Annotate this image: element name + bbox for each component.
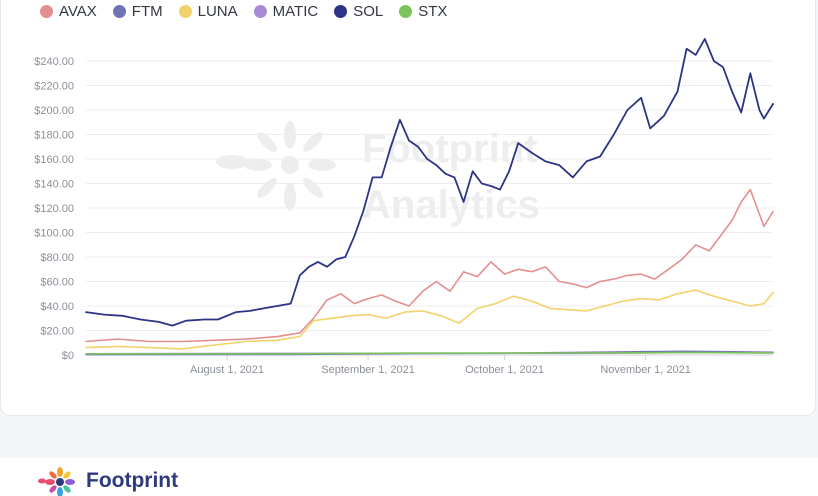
y-tick-label: $220.00 bbox=[34, 81, 74, 93]
legend-label-stx: STX bbox=[418, 2, 448, 20]
y-tick-label: $180.00 bbox=[34, 130, 74, 142]
series-line-luna[interactable] bbox=[85, 289, 774, 350]
legend-item-avax[interactable]: AVAX bbox=[40, 3, 97, 20]
y-tick-label: $100.00 bbox=[34, 228, 74, 240]
legend-label-sol: SOL bbox=[353, 2, 384, 20]
footprint-logo-icon bbox=[38, 467, 75, 496]
price-line-chart: Footprint Analytics $0 $20.00 $40.00 $60.00… bbox=[34, 38, 774, 376]
y-tick-label: $20.00 bbox=[40, 326, 74, 338]
legend-item-matic[interactable]: MATIC bbox=[253, 2, 319, 20]
y-tick-label: $60.00 bbox=[40, 277, 74, 289]
legend-item-luna[interactable]: LUNA bbox=[178, 2, 238, 20]
legend-dot-sol bbox=[334, 4, 348, 18]
legend-label-matic: MATIC bbox=[272, 2, 319, 20]
legend-item-sol[interactable]: SOL bbox=[334, 3, 383, 20]
x-tick-label: September 1, 2021 bbox=[321, 364, 415, 376]
y-tick-label: $0 bbox=[62, 350, 74, 362]
y-tick-label: $160.00 bbox=[34, 154, 74, 166]
watermark-line2: Analytics bbox=[362, 183, 540, 227]
legend-label-luna: LUNA bbox=[197, 2, 238, 20]
footer-brand-text: Footprint bbox=[86, 469, 179, 492]
series-line-avax[interactable] bbox=[85, 188, 774, 343]
x-tick-label: November 1, 2021 bbox=[600, 364, 691, 376]
legend-item-stx[interactable]: STX bbox=[399, 3, 447, 20]
series-line-sol[interactable] bbox=[85, 38, 774, 327]
legend-dot-stx bbox=[399, 4, 413, 18]
series-line-stx[interactable] bbox=[85, 351, 774, 355]
y-tick-label: $200.00 bbox=[34, 105, 74, 117]
legend-dot-ftm bbox=[112, 4, 126, 18]
legend-item-ftm[interactable]: FTM bbox=[112, 2, 163, 20]
legend-dot-avax bbox=[40, 4, 53, 18]
chart-legend: AVAX FTM LUNA MATIC SOL STX bbox=[40, 1, 447, 21]
y-tick-label: $120.00 bbox=[34, 203, 74, 215]
watermark: Footprint Analytics bbox=[216, 121, 540, 227]
x-tick-label: August 1, 2021 bbox=[190, 364, 264, 376]
y-tick-label: $140.00 bbox=[34, 179, 74, 191]
y-tick-label: $40.00 bbox=[40, 301, 74, 313]
y-tick-label: $80.00 bbox=[40, 252, 74, 264]
x-tick-label: October 1, 2021 bbox=[465, 364, 544, 376]
y-tick-label: $240.00 bbox=[34, 56, 74, 68]
legend-label-avax: AVAX bbox=[59, 2, 97, 20]
y-axis: $0 $20.00 $40.00 $60.00 $80.00 $100.00 $120.00… bbox=[34, 56, 74, 362]
watermark-logo-icon bbox=[216, 121, 336, 211]
series-lines bbox=[85, 38, 774, 356]
legend-dot-luna bbox=[178, 4, 192, 18]
x-axis: August 1, 2021 September 1, 2021 October 1… bbox=[190, 355, 691, 376]
footer: Footprint bbox=[0, 458, 818, 496]
legend-label-ftm: FTM bbox=[131, 2, 163, 20]
legend-dot-matic bbox=[253, 4, 267, 18]
footer-brand[interactable]: Footprint bbox=[38, 466, 178, 496]
